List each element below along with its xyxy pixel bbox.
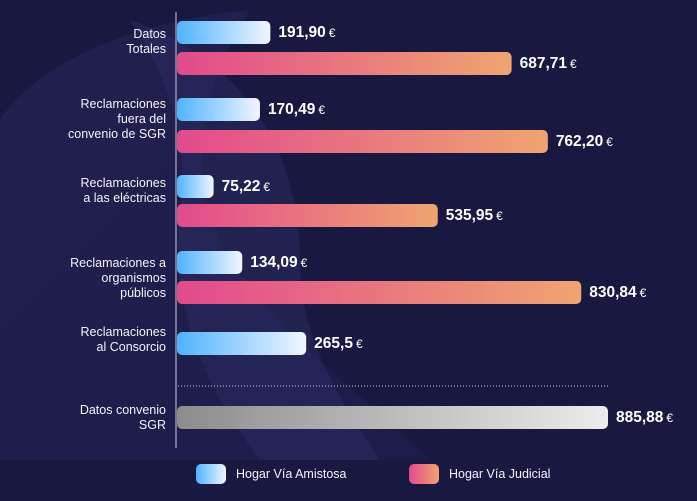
legend-label-amistosa: Hogar Vía Amistosa — [236, 467, 347, 481]
currency-symbol: € — [355, 336, 363, 351]
legend-swatch-amistosa — [196, 464, 226, 484]
bar — [177, 175, 214, 198]
legend-item-judicial: Hogar Vía Judicial — [409, 464, 550, 484]
value-label: 134,09 € — [250, 254, 307, 272]
value-label: 687,71 € — [520, 55, 577, 73]
value-label: 191,90 € — [278, 24, 335, 42]
value-number: 885,88 — [616, 408, 664, 426]
currency-symbol: € — [606, 134, 613, 149]
value-label: 170,49 € — [268, 101, 325, 119]
currency-symbol: € — [496, 208, 503, 223]
value-label: 830,84 € — [589, 284, 646, 302]
currency-symbol: € — [666, 410, 674, 425]
value-number: 535,95 — [445, 206, 494, 224]
value-label: 762,20 € — [556, 133, 613, 151]
currency-symbol: € — [318, 102, 326, 117]
legend-item-amistosa: Hogar Vía Amistosa — [196, 464, 346, 484]
category-label: Datos Totales — [126, 27, 166, 56]
value-label: 265,5 € — [314, 335, 362, 353]
value-number: 830,84 — [589, 283, 637, 301]
currency-symbol: € — [300, 255, 308, 270]
currency-symbol: € — [328, 25, 336, 40]
currency-symbol: € — [639, 285, 647, 300]
bar — [177, 21, 271, 44]
value-number: 191,90 — [278, 23, 326, 41]
value-number: 170,49 — [267, 100, 316, 118]
bar — [177, 281, 582, 304]
value-number: 265,5 — [314, 334, 353, 352]
value-label: 885,88 € — [616, 409, 673, 427]
category-label: Datos convenio SGR — [79, 403, 166, 432]
currency-symbol: € — [570, 56, 577, 71]
bar — [177, 332, 307, 355]
bar — [177, 130, 548, 153]
legend: Hogar Vía Amistosa Hogar Vía Judicial — [0, 462, 697, 488]
bar — [177, 204, 438, 227]
value-label: 75,22 € — [222, 178, 270, 196]
value-number: 134,09 — [250, 253, 298, 271]
bar — [177, 406, 608, 429]
legend-swatch-judicial — [409, 464, 439, 484]
bar — [177, 98, 260, 121]
value-number: 762,20 — [555, 132, 604, 150]
value-number: 687,71 — [519, 54, 567, 72]
category-label: Reclamaciones a organismos públicos — [70, 255, 166, 300]
bar — [177, 52, 512, 75]
value-number: 75,22 — [221, 177, 261, 195]
currency-symbol: € — [263, 179, 271, 194]
value-label: 535,95 € — [446, 207, 503, 225]
category-label: Reclamaciones fuera del convenio de SGR — [68, 96, 166, 141]
category-label: Reclamaciones al Consorcio — [80, 325, 166, 354]
category-label: Reclamaciones a las eléctricas — [80, 176, 166, 205]
bar — [177, 251, 243, 274]
bar-chart — [0, 10, 608, 460]
legend-label-judicial: Hogar Vía Judicial — [449, 467, 551, 481]
